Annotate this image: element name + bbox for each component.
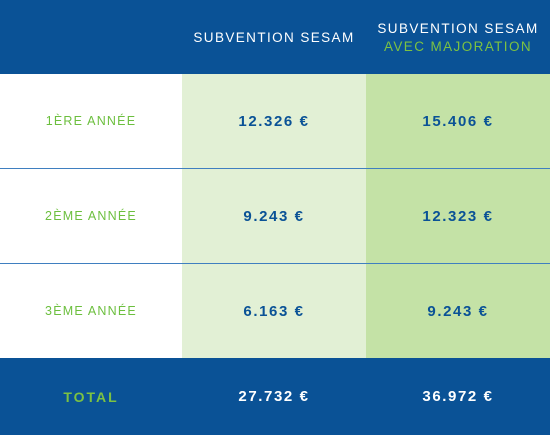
- table-row: 2ÈME ANNÉE 9.243 € 12.323 €: [0, 169, 550, 263]
- table-row: 1ÈRE ANNÉE 12.326 € 15.406 €: [0, 74, 550, 168]
- total-label: TOTAL: [63, 388, 119, 405]
- row-divider: [0, 263, 550, 264]
- row-label-cell: 1ÈRE ANNÉE: [0, 74, 182, 168]
- header-subvention: SUBVENTION SESAM: [182, 0, 366, 74]
- majoration-cell: 15.406 €: [366, 74, 550, 168]
- majoration-value: 12.323 €: [422, 207, 494, 225]
- header-empty-cell: [0, 0, 182, 74]
- subvention-cell: 9.243 €: [182, 169, 366, 263]
- majoration-cell: 9.243 €: [366, 264, 550, 358]
- header-majoration-line2: AVEC MAJORATION: [383, 38, 532, 54]
- header-majoration: SUBVENTION SESAM AVEC MAJORATION: [366, 0, 550, 74]
- row-label-cell: 3ÈME ANNÉE: [0, 264, 182, 358]
- subvention-cell: 6.163 €: [182, 264, 366, 358]
- majoration-value: 15.406 €: [422, 112, 494, 130]
- header-subvention-label: SUBVENTION SESAM: [193, 29, 355, 45]
- total-label-cell: TOTAL: [0, 358, 182, 435]
- majoration-cell: 12.323 €: [366, 169, 550, 263]
- majoration-value: 9.243 €: [427, 302, 489, 320]
- total-row: TOTAL 27.732 € 36.972 €: [0, 358, 550, 435]
- total-subvention-cell: 27.732 €: [182, 358, 366, 435]
- subvention-value: 9.243 €: [243, 207, 305, 225]
- header-majoration-line1: SUBVENTION SESAM: [377, 20, 539, 36]
- total-majoration-value: 36.972 €: [422, 388, 494, 405]
- subvention-value: 6.163 €: [243, 302, 305, 320]
- total-subvention-value: 27.732 €: [238, 388, 310, 405]
- total-majoration-cell: 36.972 €: [366, 358, 550, 435]
- row-label: 3ÈME ANNÉE: [45, 304, 137, 318]
- row-label-cell: 2ÈME ANNÉE: [0, 169, 182, 263]
- table-row: 3ÈME ANNÉE 6.163 € 9.243 €: [0, 264, 550, 358]
- subvention-value: 12.326 €: [238, 112, 310, 130]
- table-header: SUBVENTION SESAM SUBVENTION SESAM AVEC M…: [0, 0, 550, 74]
- row-label: 1ÈRE ANNÉE: [45, 114, 137, 128]
- subvention-cell: 12.326 €: [182, 74, 366, 168]
- row-divider: [0, 168, 550, 169]
- row-label: 2ÈME ANNÉE: [45, 209, 137, 223]
